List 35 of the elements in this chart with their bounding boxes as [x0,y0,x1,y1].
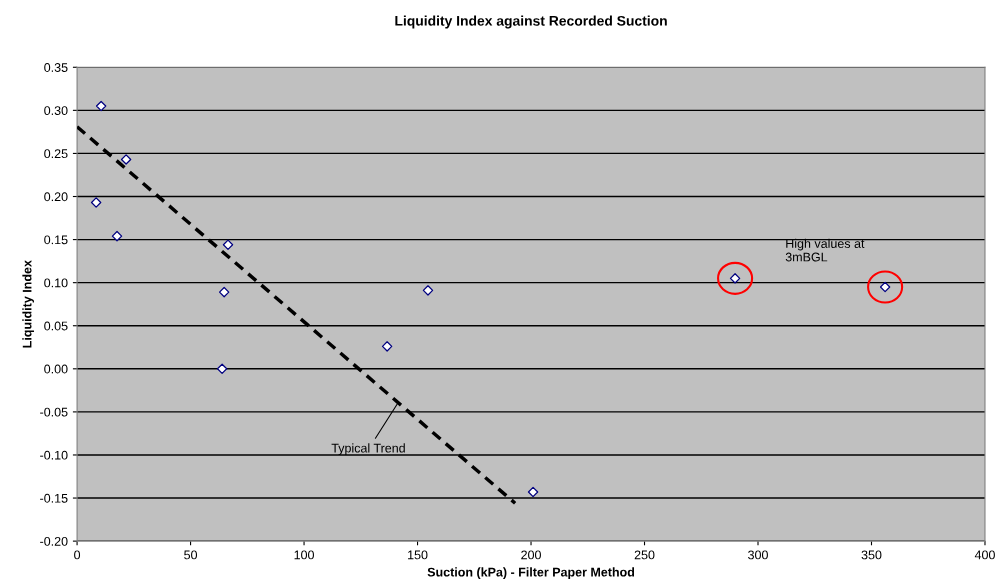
x-tick-label: 400 [974,550,995,560]
x-tick-label: 300 [748,550,768,560]
y-tick-label: 0.00 [44,364,68,374]
y-tick-label: 0.20 [44,192,68,202]
y-axis-title: Liquidity Index [22,260,35,348]
x-tick-label: 150 [408,550,428,560]
y-tick-label: 0.30 [44,106,68,115]
x-axis-title: Suction (kPa) - Filter Paper Method [427,567,635,580]
x-tick-label: 200 [521,550,541,560]
y-tick-label: 0.05 [44,321,68,331]
point [381,341,393,352]
x-tick-label: 100 [294,550,314,560]
y-tick-label: 0.10 [44,278,68,288]
y-tick-label: 0.35 [44,63,68,72]
y-tick-label: -0.05 [40,407,68,417]
point [527,486,539,498]
x-tick-label: 350 [861,550,882,560]
y-tick-label: 0.15 [44,235,68,245]
point [422,285,434,296]
point [95,100,107,112]
y-tick-label: -0.20 [40,536,68,546]
y-tick-label: -0.10 [40,450,68,460]
x-tick-label: 50 [184,550,198,560]
y-tick-label: 0.25 [44,149,68,159]
point [120,154,132,165]
point [90,197,102,208]
point [111,230,123,242]
chart-title: Liquidity Index against Recorded Suction [395,15,667,29]
point [222,239,234,250]
x-tick-label: 0 [74,550,81,560]
annotation: Typical Trend [331,443,405,455]
point [218,286,230,298]
x-tick-label: 250 [634,550,655,560]
point [216,363,228,375]
y-tick-label: -0.15 [40,493,68,503]
